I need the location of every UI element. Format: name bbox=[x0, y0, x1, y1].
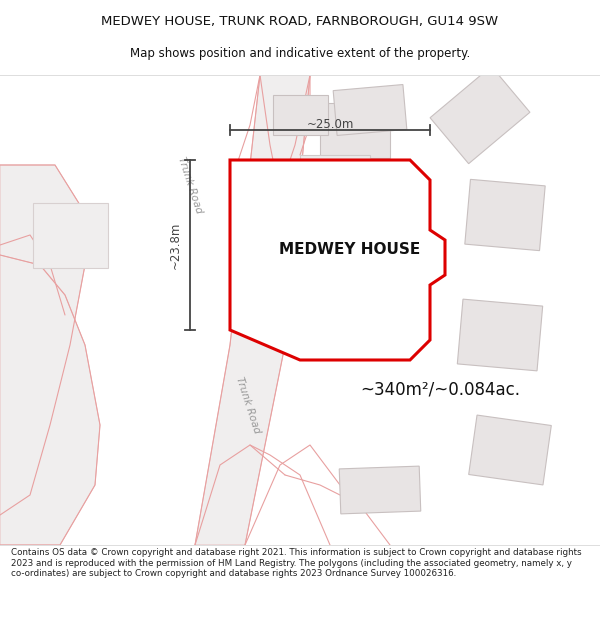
Polygon shape bbox=[0, 255, 100, 545]
Text: ~25.0m: ~25.0m bbox=[307, 118, 353, 131]
Polygon shape bbox=[457, 299, 542, 371]
Text: Trunk Road: Trunk Road bbox=[234, 376, 262, 434]
Text: Map shows position and indicative extent of the property.: Map shows position and indicative extent… bbox=[130, 48, 470, 61]
Text: ~23.8m: ~23.8m bbox=[169, 221, 182, 269]
Polygon shape bbox=[300, 155, 370, 235]
Polygon shape bbox=[465, 179, 545, 251]
Polygon shape bbox=[32, 202, 107, 268]
Polygon shape bbox=[430, 66, 530, 164]
Text: Contains OS data © Crown copyright and database right 2021. This information is : Contains OS data © Crown copyright and d… bbox=[11, 548, 581, 578]
Text: ~340m²/~0.084ac.: ~340m²/~0.084ac. bbox=[360, 381, 520, 399]
Polygon shape bbox=[230, 160, 445, 360]
Polygon shape bbox=[0, 165, 85, 515]
Polygon shape bbox=[333, 84, 407, 136]
Polygon shape bbox=[320, 102, 390, 158]
Text: MEDWEY HOUSE: MEDWEY HOUSE bbox=[280, 242, 421, 258]
Polygon shape bbox=[272, 95, 328, 135]
Text: MEDWEY HOUSE, TRUNK ROAD, FARNBOROUGH, GU14 9SW: MEDWEY HOUSE, TRUNK ROAD, FARNBOROUGH, G… bbox=[101, 14, 499, 28]
Polygon shape bbox=[339, 466, 421, 514]
Polygon shape bbox=[469, 415, 551, 485]
Polygon shape bbox=[195, 75, 310, 545]
Text: Trunk Road: Trunk Road bbox=[176, 156, 204, 214]
